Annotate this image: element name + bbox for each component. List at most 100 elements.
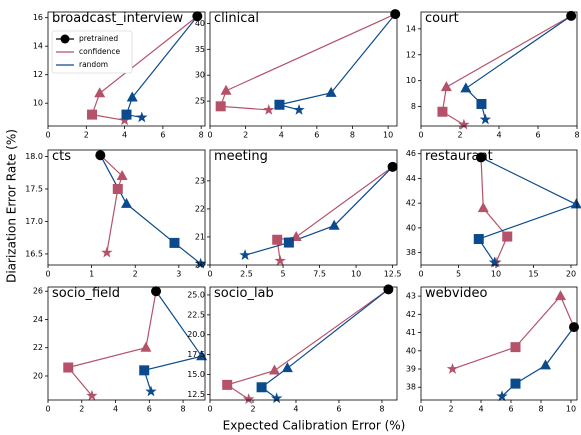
x-tick-label: 8 [538,405,543,414]
x-tick-label: 2 [457,131,462,140]
marker [281,362,293,373]
marker [239,249,251,261]
marker [446,363,459,374]
y-tick-label: 40 [195,19,205,28]
marker [126,91,138,102]
marker [136,111,148,123]
series-line [452,295,575,370]
y-tick-label: 26 [33,287,43,296]
y-tick-label: 8 [411,102,416,111]
x-axis-label: Expected Calibration Error (%) [223,419,406,433]
y-tick-label: 24 [33,315,43,324]
x-tick-label: 0 [45,405,50,414]
y-tick-label: 43 [406,292,416,301]
marker [328,219,340,230]
x-tick-label: 7.5 [313,270,326,279]
marker [437,106,448,117]
series-line [480,157,508,263]
y-tick-label: 16 [33,13,43,22]
marker [476,98,487,109]
series-line [279,13,396,111]
panel-title: socio_lab [214,286,274,301]
series-line [464,15,572,120]
y-tick-label: 44 [406,174,416,183]
marker [479,113,492,125]
y-tick-label: 12 [33,70,43,79]
marker [566,10,577,21]
x-tick-label: 0 [207,131,212,140]
y-tick-label: 38 [406,248,416,257]
x-tick-label: 2 [243,131,248,140]
panel-title: clinical [214,11,259,26]
marker [196,350,208,361]
y-tick-label: 14 [406,24,416,33]
x-tick-label: 0 [207,270,212,279]
series-line [125,15,198,119]
y-tick-label: 40 [406,223,416,232]
x-tick-label: 4 [113,405,118,414]
x-tick-label: 0 [418,270,423,279]
marker [274,254,286,266]
x-tick-label: 20 [566,270,576,279]
x-tick-label: 4 [496,131,501,140]
series-line [99,154,202,265]
x-tick-label: 2 [448,405,453,414]
marker [121,197,132,208]
axes-frame [420,11,578,127]
x-tick-label: 2 [133,270,138,279]
y-tick-label: 12.5 [187,390,205,399]
axes-frame [47,149,206,266]
marker [540,359,551,370]
x-tick-label: 10 [383,131,393,140]
legend-label: pretrained [79,34,118,43]
y-tick-label: 17.5 [25,184,43,193]
marker [488,256,501,268]
marker [473,234,484,245]
x-tick-label: 8 [379,405,384,414]
series-line [477,156,578,263]
y-tick-label: 22 [195,204,205,213]
y-tick-label: 15.0 [187,370,205,379]
marker [390,9,401,20]
x-tick-label: 6 [508,405,513,414]
series-line [244,166,394,256]
y-tick-label: 10 [33,99,43,108]
marker [169,237,180,248]
panel-title: cts [52,149,71,164]
x-tick-label: 0 [45,270,50,279]
marker [387,161,398,172]
marker [63,362,74,373]
marker [570,198,581,209]
marker [101,246,113,258]
y-tick-label: 17.0 [25,217,43,226]
y-tick-label: 25 [195,97,205,106]
marker [194,257,207,269]
marker [242,393,255,405]
x-tick-label: 0 [45,131,50,140]
x-tick-label: 10 [491,270,501,279]
marker [268,364,280,375]
x-tick-label: 6 [314,131,319,140]
y-tick-label: 22.5 [187,310,205,319]
marker [325,86,337,97]
y-tick-label: 21 [195,232,205,241]
legend-label: confidence [79,47,120,56]
x-tick-label: 0 [418,131,423,140]
axes-frame [209,11,398,127]
series-line [501,326,575,397]
marker [121,109,132,120]
series-line [276,166,393,261]
marker [510,378,521,389]
x-tick-label: 10 [351,270,361,279]
marker [555,290,566,301]
marker [476,152,486,163]
marker [270,392,283,404]
marker [569,322,579,333]
y-tick-label: 40 [406,346,416,355]
x-tick-label: 6 [147,405,152,414]
y-tick-label: 30 [195,71,205,80]
x-tick-label: 6 [160,131,165,140]
y-tick-label: 20 [195,261,205,270]
y-axis-label: Diarization Error Rate (%) [5,129,19,283]
x-tick-label: 1 [89,270,94,279]
